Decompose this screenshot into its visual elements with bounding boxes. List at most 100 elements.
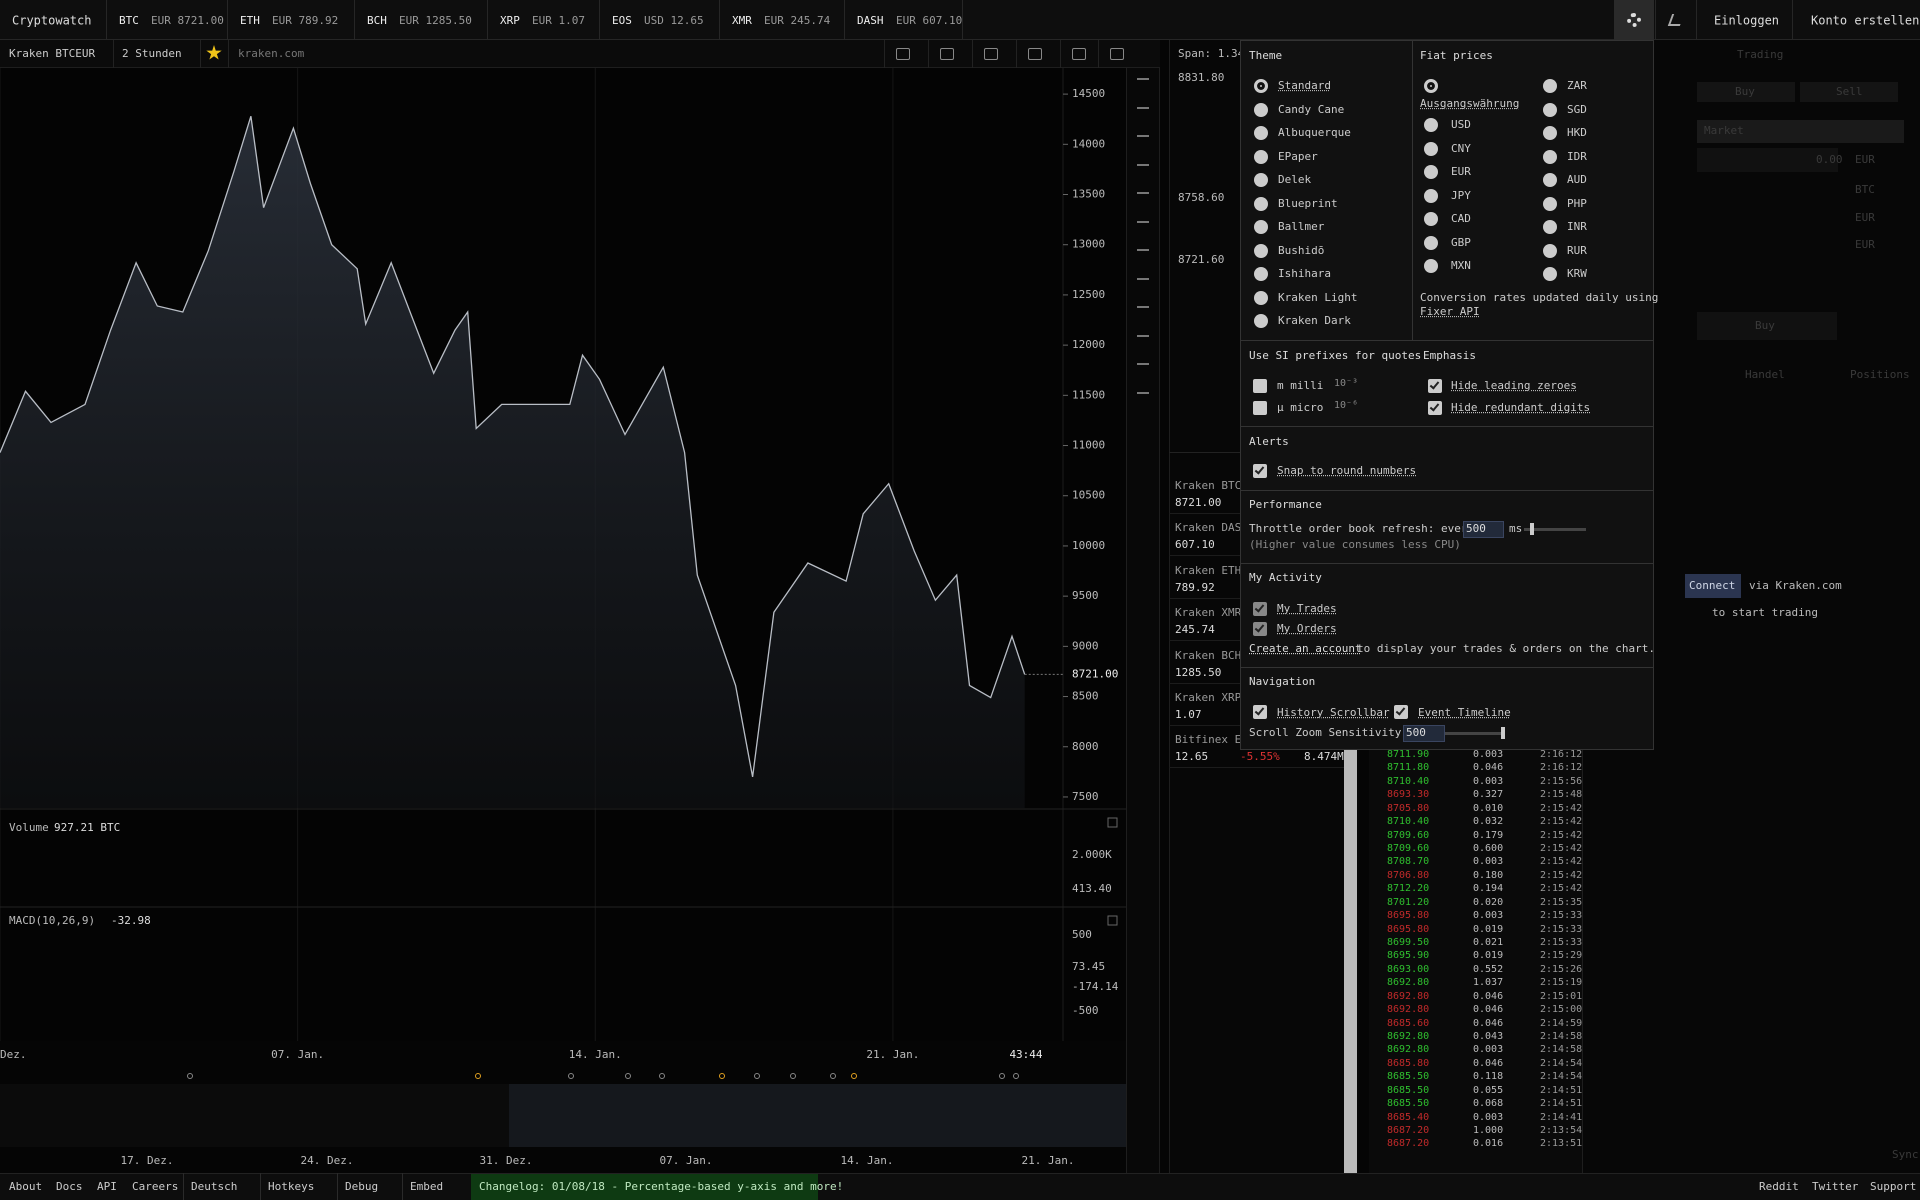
- radio[interactable]: [1254, 243, 1268, 258]
- tool-icon[interactable]: [1110, 48, 1124, 60]
- radio[interactable]: [1543, 243, 1557, 258]
- theme-option[interactable]: Albuquerque: [1278, 126, 1351, 140]
- radio[interactable]: [1543, 126, 1557, 140]
- market-name[interactable]: Kraken BCHE: [1175, 648, 1248, 662]
- exchange-link[interactable]: kraken.com: [238, 47, 305, 61]
- zoom-value[interactable]: 500: [1406, 726, 1426, 740]
- market-name[interactable]: Kraken XRPE: [1175, 691, 1248, 705]
- fiat-option[interactable]: GBP: [1451, 235, 1471, 249]
- sell-tab-label[interactable]: Sell: [1836, 85, 1863, 99]
- ticker-quote[interactable]: USD 12.65: [644, 14, 704, 28]
- ticker-symbol[interactable]: DASH: [857, 14, 884, 28]
- gear-icon[interactable]: [1627, 13, 1641, 27]
- fiat-option[interactable]: ZAR: [1567, 79, 1587, 93]
- checkbox[interactable]: [1428, 401, 1442, 415]
- activity-option[interactable]: My Trades: [1277, 602, 1337, 616]
- fiat-option[interactable]: EUR: [1451, 165, 1471, 179]
- connect-button[interactable]: [1685, 574, 1741, 598]
- tool-icon[interactable]: [1137, 391, 1149, 394]
- sync-button[interactable]: Sync: [1892, 1148, 1919, 1162]
- ticker-symbol[interactable]: BTC: [119, 14, 139, 28]
- theme-option[interactable]: Bushidō: [1278, 243, 1325, 257]
- radio[interactable]: [1254, 173, 1268, 187]
- ticker-quote[interactable]: EUR 1285.50: [399, 14, 472, 28]
- fiat-option[interactable]: RUR: [1567, 243, 1587, 257]
- checkbox[interactable]: [1428, 379, 1442, 393]
- fiat-option[interactable]: CNY: [1451, 141, 1471, 155]
- navigation-option[interactable]: Event Timeline: [1418, 706, 1511, 720]
- radio[interactable]: [1254, 149, 1268, 164]
- fiat-option[interactable]: Ausgangswährung: [1420, 97, 1520, 111]
- tool-icon[interactable]: [1137, 192, 1149, 194]
- market-price[interactable]: 1285.50: [1175, 665, 1222, 679]
- radio[interactable]: [1543, 102, 1557, 117]
- market-price[interactable]: 1.07: [1175, 708, 1202, 722]
- fixer-link[interactable]: Fixer API: [1420, 305, 1480, 319]
- tool-icon[interactable]: [1137, 277, 1149, 280]
- footer-link[interactable]: API: [97, 1180, 117, 1194]
- checkbox[interactable]: [1253, 464, 1267, 478]
- navigation-option[interactable]: History Scrollbar: [1277, 706, 1390, 720]
- si-option[interactable]: μ micro: [1277, 401, 1324, 415]
- zoom-input[interactable]: [1403, 725, 1445, 742]
- theme-option[interactable]: Delek: [1278, 173, 1312, 187]
- checkbox[interactable]: [1253, 602, 1267, 616]
- scrollbar[interactable]: [1344, 750, 1357, 1173]
- footer-link[interactable]: Twitter: [1812, 1180, 1859, 1194]
- radio[interactable]: [1254, 267, 1268, 281]
- radio[interactable]: [1543, 173, 1557, 187]
- ticker-quote[interactable]: EUR 789.92: [272, 14, 339, 28]
- ticker-quote[interactable]: EUR 607.10: [896, 14, 963, 28]
- fiat-option[interactable]: HKD: [1567, 126, 1587, 140]
- radio[interactable]: [1424, 79, 1438, 93]
- radio[interactable]: [1254, 126, 1268, 140]
- radio[interactable]: [1543, 267, 1557, 281]
- tool-icon[interactable]: [1137, 249, 1149, 251]
- radio[interactable]: [1254, 79, 1268, 93]
- footer-link[interactable]: Hotkeys: [268, 1180, 315, 1194]
- fiat-option[interactable]: INR: [1567, 220, 1587, 234]
- connect-label[interactable]: Connect: [1689, 579, 1736, 593]
- radio[interactable]: [1543, 149, 1557, 164]
- radio[interactable]: [1254, 220, 1268, 234]
- theme-option[interactable]: Standard: [1278, 79, 1331, 93]
- sell-tab[interactable]: [1800, 82, 1898, 102]
- buy-button[interactable]: [1697, 312, 1837, 340]
- interval-select[interactable]: 2 Stunden: [122, 47, 182, 61]
- market-price[interactable]: 12.65: [1175, 750, 1209, 764]
- throttle-input[interactable]: [1463, 521, 1504, 538]
- tool-icon[interactable]: [1072, 48, 1086, 60]
- checkbox[interactable]: [1394, 705, 1408, 719]
- radio[interactable]: [1543, 220, 1557, 234]
- theme-option[interactable]: Blueprint: [1278, 196, 1338, 210]
- slider-track[interactable]: [1524, 528, 1586, 531]
- market-name[interactable]: Kraken XMRE: [1175, 606, 1248, 620]
- radio[interactable]: [1424, 141, 1438, 156]
- footer-link[interactable]: Support: [1870, 1180, 1917, 1194]
- market-row[interactable]: [1169, 726, 1347, 769]
- tool-icon[interactable]: [1137, 306, 1149, 308]
- fiat-option[interactable]: SGD: [1567, 102, 1587, 116]
- slider-thumb[interactable]: [1530, 523, 1534, 535]
- order-type-select[interactable]: [1697, 120, 1904, 143]
- radio[interactable]: [1254, 102, 1268, 117]
- footer-link[interactable]: Debug: [345, 1180, 379, 1194]
- radio[interactable]: [1424, 188, 1438, 203]
- market-name[interactable]: Kraken ETHE: [1175, 563, 1248, 577]
- checkbox[interactable]: [1253, 379, 1267, 393]
- emphasis-option[interactable]: Hide redundant digits: [1451, 401, 1591, 415]
- radio[interactable]: [1424, 259, 1438, 273]
- tab[interactable]: Positions: [1850, 368, 1910, 382]
- checkbox[interactable]: [1253, 401, 1267, 415]
- ticker-symbol[interactable]: XMR: [732, 14, 752, 28]
- market-name[interactable]: Kraken DASH: [1175, 521, 1248, 535]
- tool-icon[interactable]: [1137, 163, 1149, 166]
- tab[interactable]: Handel: [1745, 368, 1785, 382]
- tool-icon[interactable]: [1137, 363, 1149, 365]
- ticker-symbol[interactable]: BCH: [367, 14, 387, 28]
- tool-icon[interactable]: [1028, 48, 1042, 60]
- fiat-option[interactable]: CAD: [1451, 212, 1471, 226]
- alert-option[interactable]: Snap to round numbers: [1277, 464, 1417, 478]
- theme-option[interactable]: Ballmer: [1278, 220, 1325, 234]
- tool-icon[interactable]: [1137, 106, 1149, 109]
